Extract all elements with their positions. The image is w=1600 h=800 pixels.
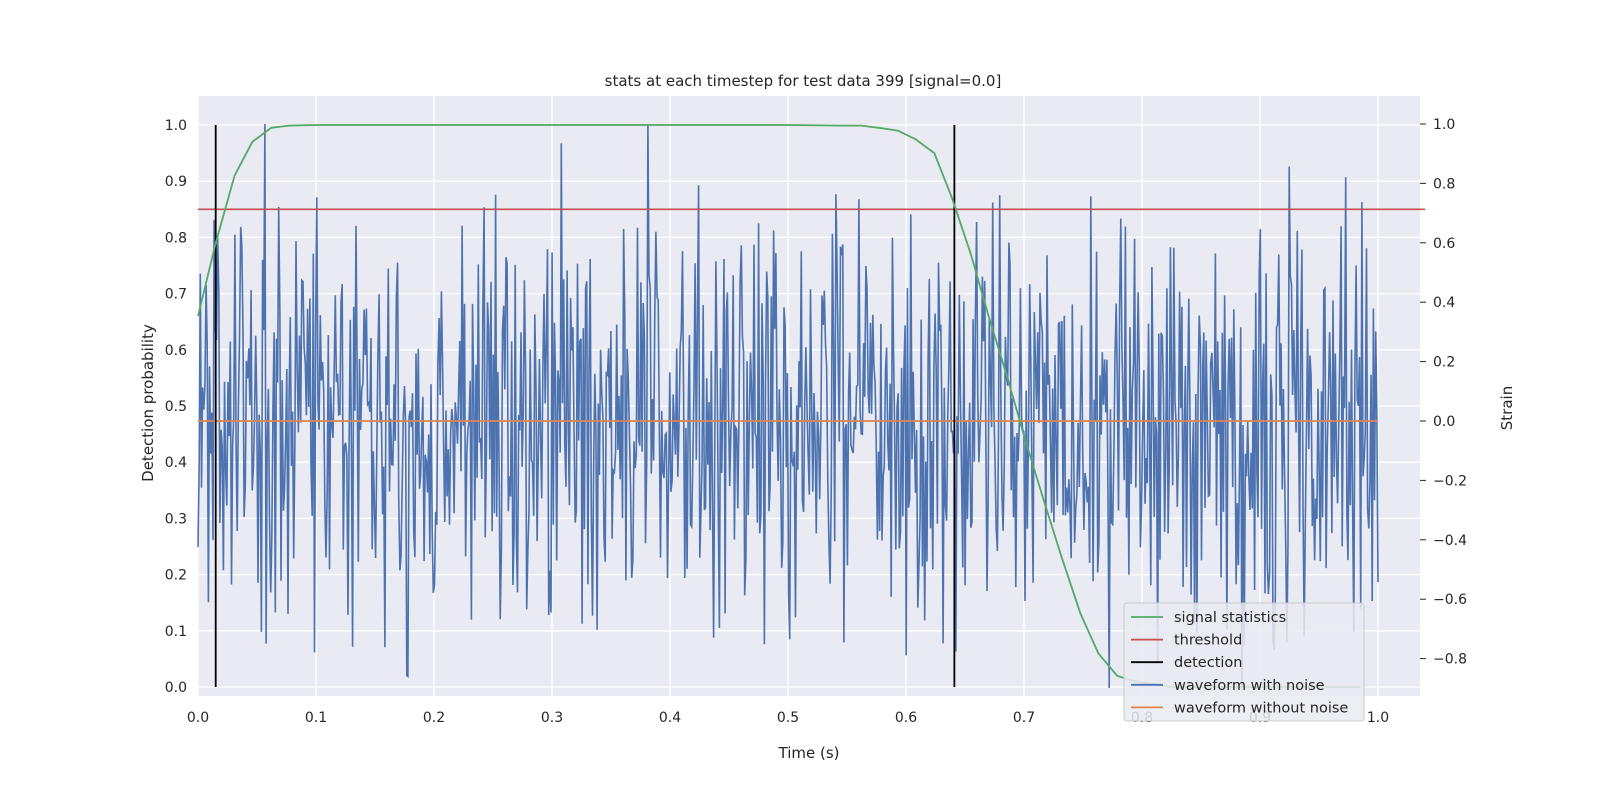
y-tick-label: 0.8 — [165, 230, 187, 246]
y-right-tick-label: 0.6 — [1433, 236, 1455, 252]
y-right-tick-label: −0.8 — [1433, 652, 1467, 668]
y-right-tick-label: 0.8 — [1433, 176, 1455, 192]
y-right-tick-labels: −0.8 −0.6 −0.4 −0.2 0.0 0.2 0.4 0.6 0.8 1.0 — [1420, 117, 1467, 668]
y-tick-label: 0.1 — [165, 624, 187, 640]
y-tick-label: 0.6 — [165, 343, 187, 359]
x-tick-label: 0.0 — [187, 710, 209, 726]
y-tick-label: 0.7 — [165, 287, 187, 303]
y-tick-label: 0.3 — [165, 511, 187, 527]
legend-label: waveform without noise — [1174, 700, 1348, 716]
x-tick-label: 0.2 — [423, 710, 445, 726]
y-axis-label: Detection probability — [139, 324, 157, 482]
x-tick-label: 0.1 — [305, 710, 327, 726]
y-tick-label: 0.9 — [165, 174, 187, 190]
y-tick-label: 0.0 — [165, 680, 187, 696]
x-axis-label: Time (s) — [778, 744, 840, 762]
y-tick-label: 1.0 — [165, 118, 187, 134]
y-right-tick-label: −0.2 — [1433, 473, 1467, 489]
y-right-tick-label: 1.0 — [1433, 117, 1455, 133]
y-tick-labels: 0.0 0.1 0.2 0.3 0.4 0.5 0.6 0.7 0.8 0.9 1.0 — [165, 118, 187, 696]
waveform-with-noise-series — [197, 123, 1379, 689]
y-right-tick-label: −0.6 — [1433, 592, 1467, 608]
x-tick-label: 0.4 — [659, 710, 681, 726]
x-tick-label: 0.3 — [541, 710, 563, 726]
x-tick-label: 0.6 — [895, 710, 917, 726]
legend-label: threshold — [1174, 633, 1242, 649]
y-right-tick-label: 0.4 — [1433, 295, 1455, 311]
legend-label: waveform with noise — [1174, 678, 1325, 694]
y-right-tick-label: 0.0 — [1433, 414, 1455, 430]
waveform-with-noise-line — [197, 123, 1379, 689]
chart-title: stats at each timestep for test data 399… — [605, 72, 1002, 90]
x-tick-label: 0.5 — [777, 710, 799, 726]
y-right-tick-label: 0.2 — [1433, 355, 1455, 371]
y-right-axis-label: Strain — [1498, 386, 1516, 430]
y-tick-label: 0.5 — [165, 399, 187, 415]
legend-label: detection — [1174, 655, 1242, 671]
y-tick-label: 0.4 — [165, 455, 187, 471]
x-tick-label: 0.7 — [1013, 710, 1035, 726]
legend-label: signal statistics — [1174, 610, 1286, 626]
legend: signal statistics threshold detection wavef… — [1123, 602, 1365, 722]
x-tick-label: 1.0 — [1367, 710, 1389, 726]
signal-statistics-line — [197, 124, 1361, 688]
y-tick-label: 0.2 — [165, 568, 187, 584]
legend-box — [1123, 602, 1365, 722]
y-right-tick-label: −0.4 — [1433, 533, 1467, 549]
left-axis-series — [197, 124, 1426, 688]
